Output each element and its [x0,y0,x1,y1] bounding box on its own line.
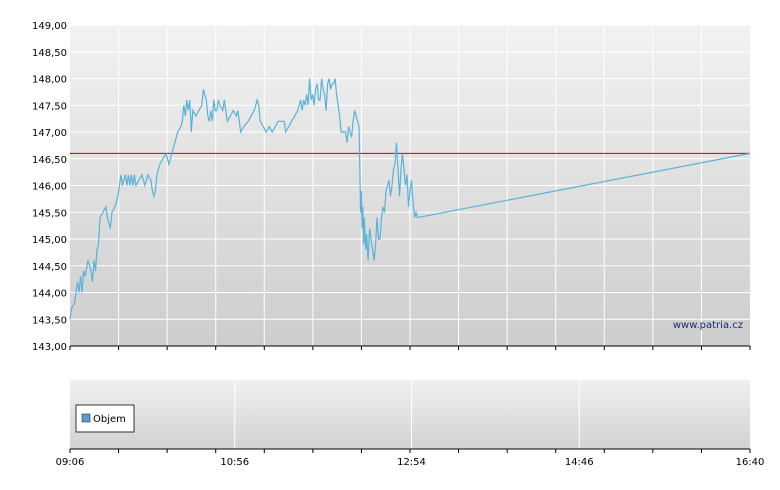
legend-box: Objem [75,404,135,433]
volume-grid [234,380,580,449]
price-series-line [69,78,751,320]
watermark: www.patria.cz [673,320,743,331]
x-tick-label: 09:06 [56,457,85,468]
x-tick-label: 14:46 [565,457,594,468]
x-tick-label: 10:56 [220,457,249,468]
price-x-ticks [69,346,751,350]
y-tick-label: 148,00 [32,75,67,86]
y-tick-label: 148,50 [32,48,67,59]
x-axis-labels: 09:06 10:56 12:54 14:46 16:40 [56,457,765,468]
y-tick-label: 146,50 [32,155,67,166]
legend-swatch [81,413,91,423]
y-tick-label: 145,50 [32,208,67,219]
price-y-axis: 143,00 143,50 144,00 144,50 145,00 145,50 146,… [32,21,67,353]
x-tick-label: 12:54 [397,457,426,468]
y-tick-label: 144,50 [32,262,67,273]
legend-label: Objem [93,414,126,425]
y-tick-label: 143,00 [32,342,67,353]
volume-x-ticks [69,449,751,453]
y-tick-label: 147,50 [32,101,67,112]
y-tick-label: 147,00 [32,128,67,139]
y-tick-label: 149,00 [32,21,67,32]
volume-plot-area [70,380,750,449]
y-tick-label: 143,50 [32,315,67,326]
y-tick-label: 146,00 [32,182,67,193]
y-tick-label: 144,00 [32,289,67,300]
x-tick-label: 16:40 [736,457,765,468]
y-tick-label: 145,00 [32,235,67,246]
